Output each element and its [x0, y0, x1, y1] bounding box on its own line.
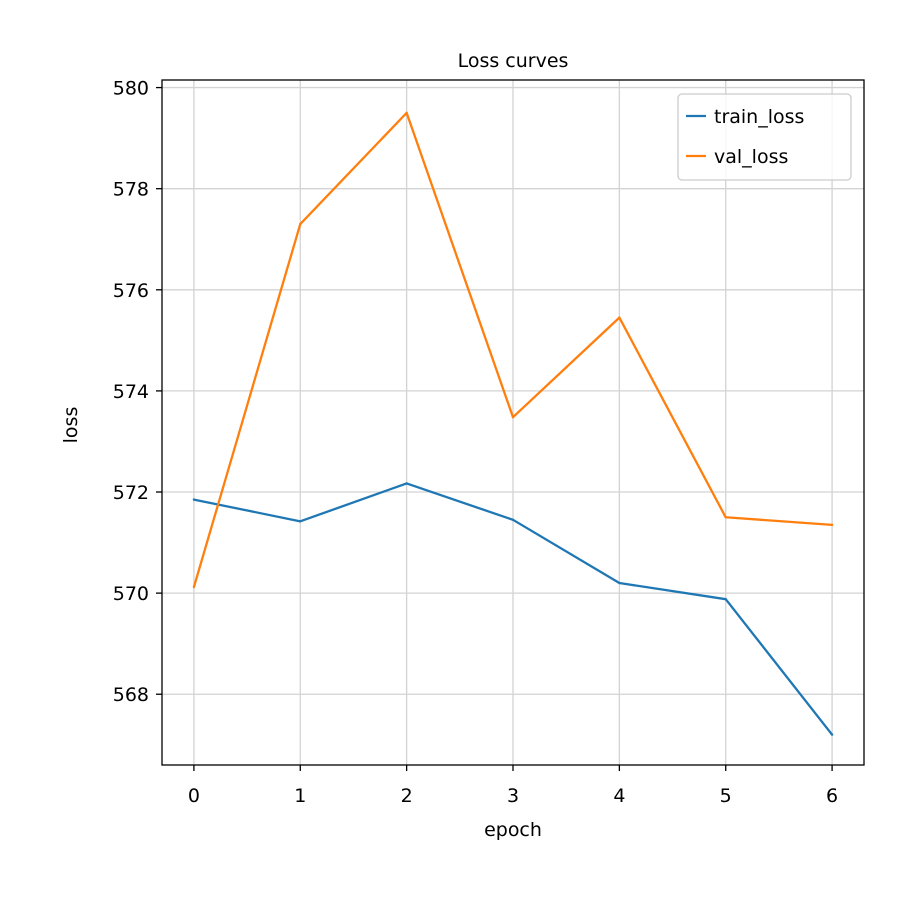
x-tick-label: 3	[507, 785, 519, 807]
y-tick-label: 574	[113, 381, 149, 403]
data-point-val_loss	[299, 222, 302, 226]
data-point-train_loss	[299, 520, 302, 523]
legend-label-val_loss: val_loss	[714, 146, 788, 168]
legend-label-train_loss: train_loss	[714, 106, 804, 128]
y-tick-label: 580	[113, 78, 149, 100]
data-point-train_loss	[830, 733, 834, 736]
x-axis: 0 1 2 3 4 5 6	[188, 765, 838, 807]
y-tick-label: 570	[113, 583, 149, 605]
x-tick-label: 5	[720, 785, 732, 807]
data-point-val_loss	[618, 316, 621, 319]
legend: train_loss val_loss	[677, 93, 852, 181]
x-tick-label: 2	[401, 785, 413, 807]
x-tick-label: 6	[826, 785, 838, 807]
y-axis: 568 570 572 574 576 578 580	[113, 78, 162, 706]
y-axis-label: loss	[60, 407, 82, 444]
legend-box	[677, 93, 852, 181]
chart-title: Loss curves	[458, 50, 569, 72]
y-tick-label: 568	[113, 684, 149, 706]
data-point-train_loss	[192, 498, 196, 501]
data-point-train_loss	[724, 597, 727, 601]
x-tick-label: 1	[294, 785, 306, 807]
data-point-train_loss	[618, 581, 621, 585]
y-tick-label: 578	[113, 179, 149, 201]
x-tick-label: 4	[613, 785, 625, 807]
data-point-val_loss	[830, 523, 834, 527]
grid	[162, 80, 864, 765]
data-point-val_loss	[511, 415, 515, 419]
x-tick-label: 0	[188, 785, 200, 807]
y-tick-label: 576	[113, 280, 149, 302]
data-point-train_loss	[405, 482, 408, 485]
series-lines	[192, 111, 834, 736]
y-tick-label: 572	[113, 482, 149, 504]
data-point-val_loss	[405, 111, 408, 115]
x-axis-label: epoch	[484, 819, 542, 841]
data-point-train_loss	[511, 518, 515, 522]
data-point-val_loss	[192, 585, 196, 589]
data-point-val_loss	[724, 516, 727, 519]
